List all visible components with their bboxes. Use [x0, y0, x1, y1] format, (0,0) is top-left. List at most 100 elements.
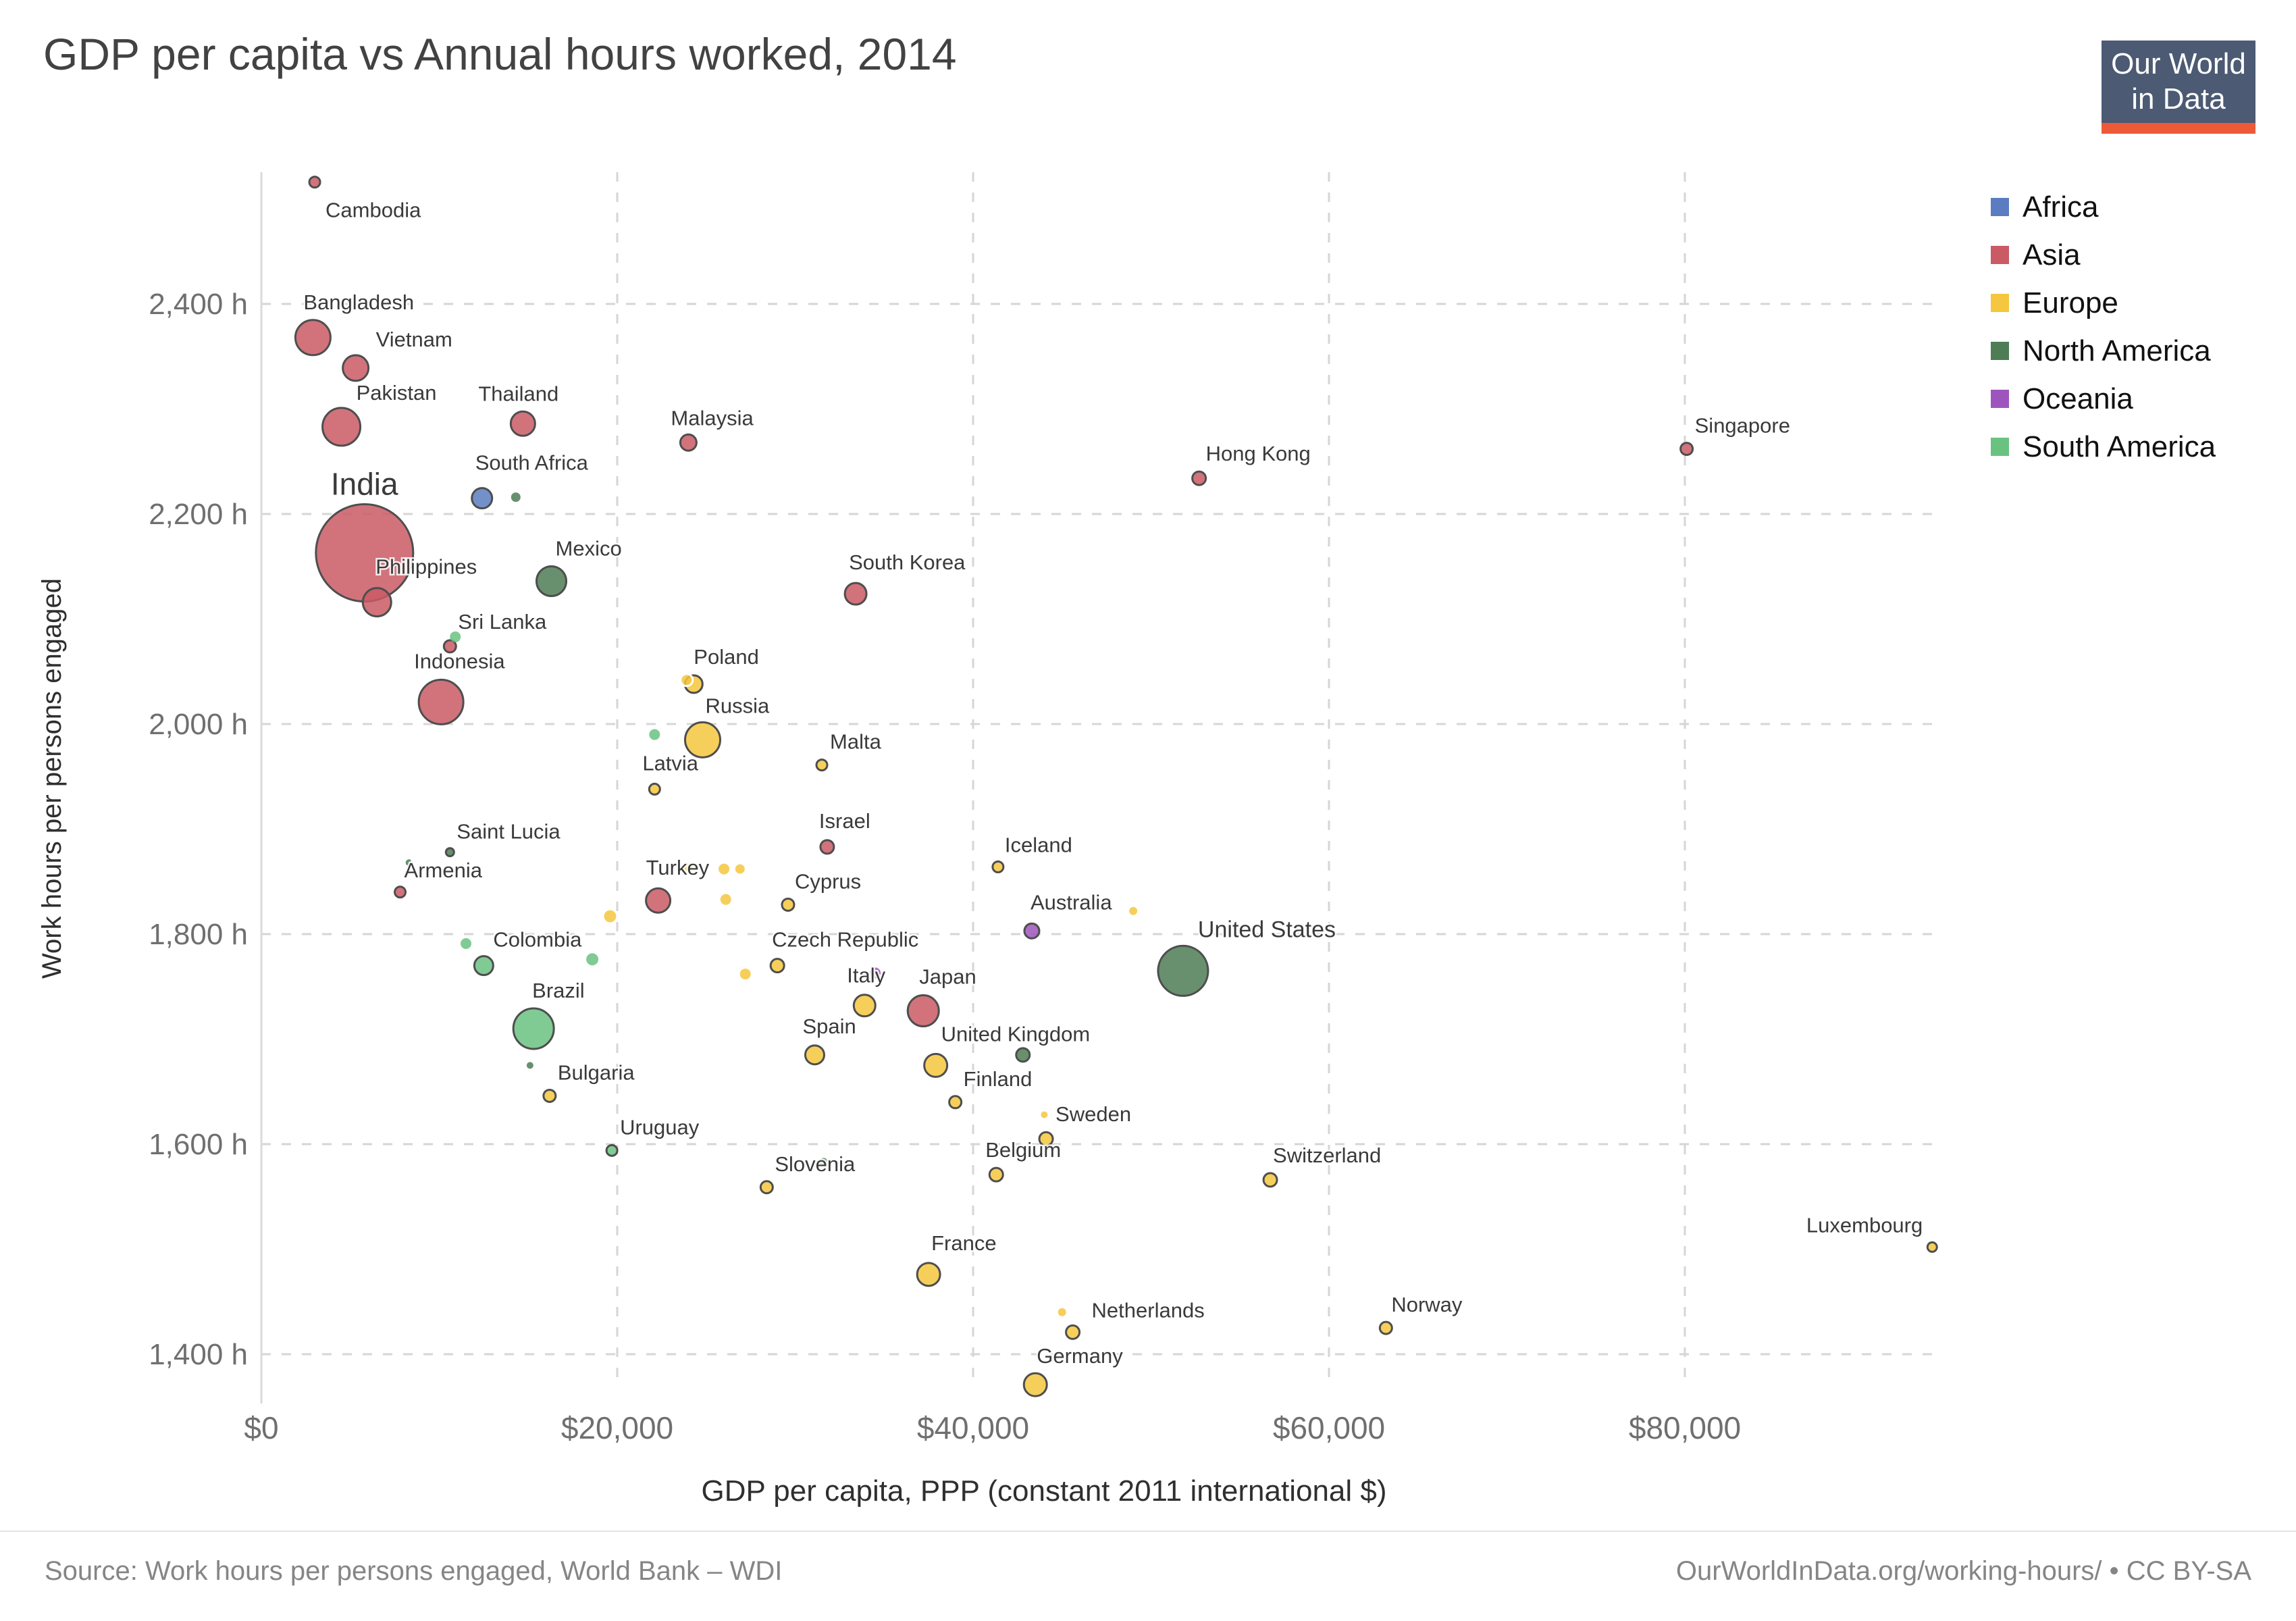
- scatter-point[interactable]: [719, 863, 730, 875]
- point-label-pakistan: Pakistan: [357, 381, 437, 405]
- scatter-point-cyprus[interactable]: [781, 897, 795, 912]
- scatter-point[interactable]: [405, 859, 413, 867]
- scatter-point-brazil[interactable]: [512, 1007, 555, 1050]
- legend-item-south-america[interactable]: South America: [1991, 430, 2216, 463]
- scatter-point-finland[interactable]: [948, 1095, 963, 1110]
- scatter-point-germany[interactable]: [1022, 1372, 1048, 1397]
- scatter-point[interactable]: [450, 631, 461, 642]
- scatter-point[interactable]: [720, 894, 731, 905]
- point-label-india: India: [331, 467, 398, 502]
- point-label-france: France: [931, 1231, 996, 1255]
- point-label-uruguay: Uruguay: [620, 1115, 700, 1139]
- scatter-point-saint-lucia[interactable]: [444, 847, 455, 858]
- license-link[interactable]: OurWorldInData.org/working-hours/ • CC B…: [1675, 1556, 2251, 1586]
- scatter-point-japan[interactable]: [906, 994, 940, 1028]
- scatter-point[interactable]: [1015, 1047, 1031, 1063]
- scatter-point[interactable]: [649, 729, 660, 740]
- scatter-point[interactable]: [1041, 1111, 1048, 1118]
- page-title: GDP per capita vs Annual hours worked, 2…: [43, 29, 957, 79]
- scatter-point[interactable]: [604, 910, 617, 923]
- scatter-point[interactable]: [735, 864, 745, 874]
- scatter-point[interactable]: [511, 492, 521, 503]
- owid-logo-line2: in Data: [2131, 82, 2226, 115]
- point-label-malta: Malta: [830, 730, 882, 754]
- scatter-point-russia[interactable]: [683, 721, 721, 758]
- point-label-malaysia: Malaysia: [671, 406, 754, 430]
- scatter-point[interactable]: [1129, 906, 1138, 915]
- scatter-point-south-africa[interactable]: [471, 487, 494, 510]
- scatter-point-pakistan[interactable]: [321, 407, 362, 447]
- scatter-point[interactable]: [461, 937, 472, 949]
- scatter-point[interactable]: [870, 967, 881, 979]
- scatter-point[interactable]: [819, 1158, 828, 1166]
- scatter-point[interactable]: [739, 969, 751, 980]
- scatter-point-south-korea[interactable]: [843, 582, 868, 606]
- scatter-point-vietnam[interactable]: [342, 354, 370, 382]
- scatter-point[interactable]: [526, 1062, 533, 1069]
- legend-swatch: [1991, 294, 2009, 312]
- legend-item-oceania[interactable]: Oceania: [1991, 382, 2133, 415]
- point-label-bangladesh: Bangladesh: [303, 290, 414, 314]
- scatter-point[interactable]: [586, 953, 599, 966]
- legend-label: Asia: [2023, 238, 2081, 272]
- legend-swatch: [1991, 246, 2009, 264]
- scatter-point-cambodia[interactable]: [308, 176, 321, 189]
- scatter-point-norway[interactable]: [1378, 1320, 1393, 1335]
- legend-label: Europe: [2023, 286, 2118, 319]
- legend-item-asia[interactable]: Asia: [1991, 238, 2081, 272]
- scatter-point-france[interactable]: [916, 1262, 941, 1287]
- scatter-point[interactable]: [679, 673, 694, 688]
- legend-label: Africa: [2023, 190, 2099, 224]
- scatter-point-netherlands[interactable]: [1065, 1324, 1081, 1340]
- point-label-italy: Italy: [847, 964, 885, 987]
- scatter-point-malta[interactable]: [815, 758, 829, 772]
- scatter-point-israel[interactable]: [819, 839, 835, 855]
- scatter-point-latvia[interactable]: [648, 782, 661, 796]
- point-label-mexico: Mexico: [556, 537, 622, 561]
- legend-label: North America: [2023, 334, 2211, 367]
- scatter-point-belgium[interactable]: [988, 1166, 1004, 1183]
- scatter-point-colombia[interactable]: [473, 955, 494, 977]
- scatter-point-united-states[interactable]: [1157, 944, 1209, 997]
- scatter-point-turkey[interactable]: [645, 887, 672, 914]
- scatter-point-sweden[interactable]: [1038, 1131, 1054, 1147]
- scatter-point-hong-kong[interactable]: [1191, 470, 1207, 486]
- scatter-point-bulgaria[interactable]: [542, 1088, 557, 1103]
- scatter-point-singapore[interactable]: [1679, 442, 1694, 457]
- legend-item-north-america[interactable]: North America: [1991, 334, 2211, 367]
- point-label-vietnam: Vietnam: [376, 328, 452, 351]
- scatter-point-united-kingdom[interactable]: [923, 1052, 949, 1078]
- scatter-point-switzerland[interactable]: [1262, 1172, 1278, 1188]
- point-label-australia: Australia: [1030, 890, 1112, 914]
- scatter-point-india[interactable]: [315, 503, 415, 603]
- point-label-united-kingdom: United Kingdom: [941, 1022, 1091, 1046]
- scatter-point-philippines[interactable]: [361, 587, 392, 618]
- scatter-point-spain[interactable]: [804, 1044, 825, 1066]
- legend-swatch: [1991, 438, 2009, 456]
- scatter-point-luxembourg[interactable]: [1926, 1241, 1938, 1253]
- scatter-point-mexico[interactable]: [536, 565, 568, 598]
- point-label-czech-republic: Czech Republic: [772, 928, 918, 952]
- scatter-point-indonesia[interactable]: [417, 678, 465, 725]
- legend-item-africa[interactable]: Africa: [1991, 190, 2099, 224]
- scatter-point-bangladesh[interactable]: [294, 319, 332, 357]
- scatter-point[interactable]: [1058, 1308, 1066, 1316]
- scatter-point-sri-lanka[interactable]: [442, 639, 457, 654]
- scatter-point-iceland[interactable]: [991, 860, 1005, 873]
- scatter-point[interactable]: [683, 862, 694, 872]
- scatter-point-armenia[interactable]: [394, 885, 407, 899]
- scatter-point-thailand[interactable]: [509, 410, 536, 437]
- legend-label: Oceania: [2023, 382, 2133, 415]
- scatter-point-czech-republic[interactable]: [769, 958, 785, 974]
- point-label-latvia: Latvia: [642, 751, 698, 775]
- x-tick-label: $40,000: [917, 1410, 1029, 1445]
- scatter-point-italy[interactable]: [852, 994, 877, 1018]
- scatter-point-slovenia[interactable]: [759, 1180, 774, 1195]
- legend-item-europe[interactable]: Europe: [1991, 286, 2118, 319]
- scatter-point-malaysia[interactable]: [679, 433, 698, 452]
- scatter-point-australia[interactable]: [1023, 922, 1041, 940]
- legend-label: South America: [2023, 430, 2216, 463]
- scatter-point-uruguay[interactable]: [605, 1143, 619, 1157]
